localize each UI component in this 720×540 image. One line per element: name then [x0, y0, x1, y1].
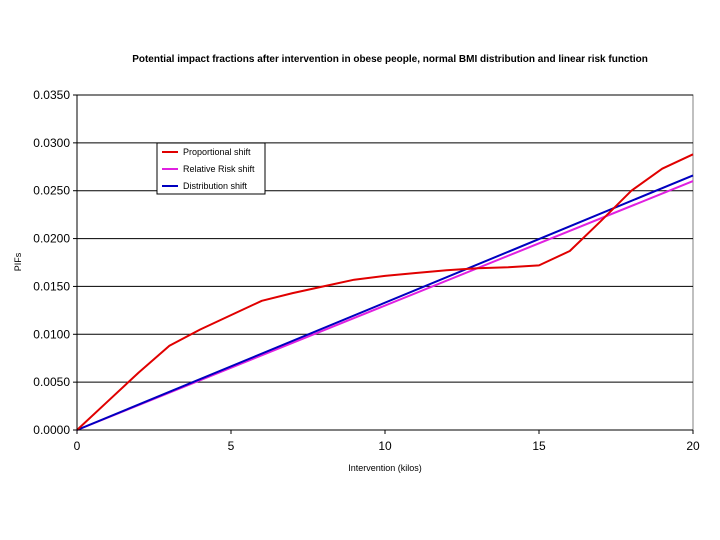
x-tick-label: 10	[378, 439, 392, 453]
y-tick-label: 0.0200	[33, 232, 70, 246]
y-tick-label: 0.0300	[33, 136, 70, 150]
legend: Proportional shift Relative Risk shift Dis…	[156, 142, 266, 195]
y-axis-ticks: 0.0000 0.0050 0.0100 0.0150 0.0200 0.0250 0.03…	[33, 88, 77, 437]
series-line-proportional-shift	[76, 153, 694, 431]
legend-label: Proportional shift	[183, 147, 251, 157]
chart-title: Potential impact fractions after interve…	[132, 54, 648, 65]
x-tick-label: 5	[228, 439, 235, 453]
series-line-distribution-shift	[76, 174, 694, 431]
y-tick-label: 0.0250	[33, 184, 70, 198]
legend-label: Relative Risk shift	[183, 164, 255, 174]
legend-label: Distribution shift	[183, 181, 248, 191]
x-tick-label: 0	[74, 439, 81, 453]
y-axis-label: PIFs	[13, 252, 23, 271]
x-axis-label: Intervention (kilos)	[348, 463, 422, 473]
y-tick-label: 0.0350	[33, 88, 70, 102]
series-lines	[76, 153, 694, 431]
y-tick-label: 0.0000	[33, 423, 70, 437]
y-tick-label: 0.0050	[33, 375, 70, 389]
y-tick-label: 0.0100	[33, 327, 70, 341]
x-tick-label: 20	[686, 439, 700, 453]
y-tick-label: 0.0150	[33, 279, 70, 293]
x-tick-label: 15	[532, 439, 546, 453]
x-axis-ticks: 0 5 10 15 20	[74, 430, 700, 453]
